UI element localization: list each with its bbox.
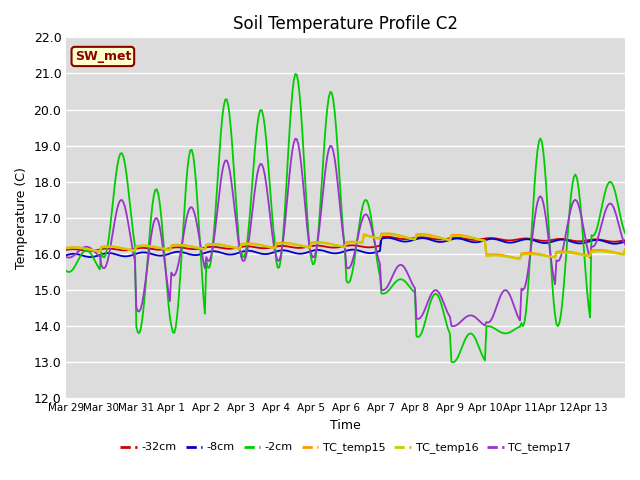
X-axis label: Time: Time: [330, 419, 361, 432]
Title: Soil Temperature Profile C2: Soil Temperature Profile C2: [233, 15, 458, 33]
Text: SW_met: SW_met: [75, 50, 131, 63]
Y-axis label: Temperature (C): Temperature (C): [15, 167, 28, 269]
Legend: -32cm, -8cm, -2cm, TC_temp15, TC_temp16, TC_temp17: -32cm, -8cm, -2cm, TC_temp15, TC_temp16,…: [116, 438, 575, 458]
